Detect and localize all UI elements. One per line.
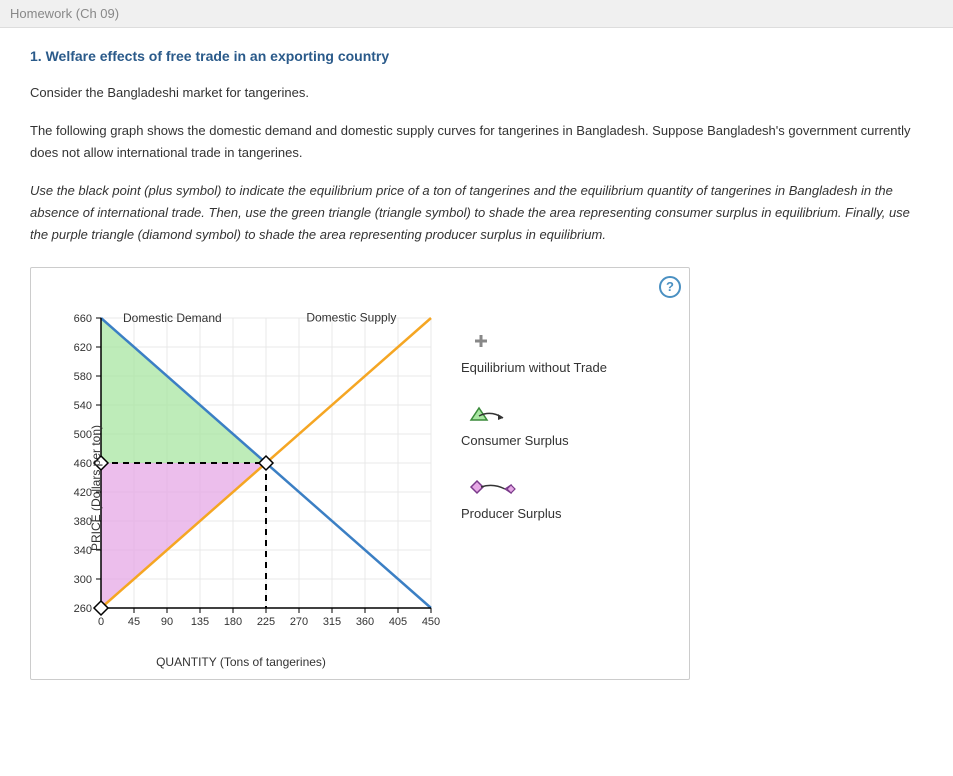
svg-text:Domestic Supply: Domestic Supply — [306, 310, 396, 324]
legend-equilibrium[interactable]: Equilibrium without Trade — [461, 328, 607, 375]
help-button[interactable]: ? — [659, 276, 681, 298]
instructions: Use the black point (plus symbol) to ind… — [30, 180, 923, 246]
svg-text:405: 405 — [389, 616, 407, 628]
svg-text:580: 580 — [74, 371, 92, 383]
content: 1. Welfare effects of free trade in an e… — [0, 28, 953, 700]
svg-text:Domestic Demand: Domestic Demand — [123, 311, 222, 325]
question-title: 1. Welfare effects of free trade in an e… — [30, 48, 923, 64]
legend-eq-label: Equilibrium without Trade — [461, 360, 607, 375]
legend-cs-label: Consumer Surplus — [461, 433, 607, 448]
svg-text:135: 135 — [191, 616, 209, 628]
legend-ps-label: Producer Surplus — [461, 506, 607, 521]
legend: Equilibrium without Trade Consumer Surpl… — [461, 308, 607, 547]
svg-text:180: 180 — [224, 616, 242, 628]
help-icon: ? — [666, 279, 674, 294]
chart-wrap: PRICE (Dollars per ton) 0 45 90 135 180 225 27… — [41, 308, 441, 669]
tab-title: Homework (Ch 09) — [10, 6, 119, 21]
legend-producer-surplus[interactable]: Producer Surplus — [461, 474, 607, 521]
x-axis-label: QUANTITY (Tons of tangerines) — [41, 655, 441, 669]
svg-text:0: 0 — [98, 616, 104, 628]
svg-text:315: 315 — [323, 616, 341, 628]
svg-text:660: 660 — [74, 313, 92, 325]
y-axis-label: PRICE (Dollars per ton) — [89, 425, 103, 551]
svg-text:225: 225 — [257, 616, 275, 628]
graph-panel: ? PRICE (Dollars per ton) 0 45 90 135 180 225… — [30, 267, 690, 680]
triangle-icon — [461, 401, 607, 427]
svg-text:90: 90 — [161, 616, 173, 628]
intro-para-1: Consider the Bangladeshi market for tang… — [30, 82, 923, 104]
svg-text:260: 260 — [74, 603, 92, 615]
plus-icon — [461, 328, 607, 354]
tab-header: Homework (Ch 09) — [0, 0, 953, 28]
svg-text:450: 450 — [422, 616, 440, 628]
svg-text:45: 45 — [128, 616, 140, 628]
svg-text:270: 270 — [290, 616, 308, 628]
graph-row: PRICE (Dollars per ton) 0 45 90 135 180 225 27… — [41, 308, 679, 669]
svg-text:360: 360 — [356, 616, 374, 628]
svg-text:540: 540 — [74, 400, 92, 412]
legend-consumer-surplus[interactable]: Consumer Surplus — [461, 401, 607, 448]
svg-text:300: 300 — [74, 574, 92, 586]
diamond-icon — [461, 474, 607, 500]
svg-text:620: 620 — [74, 342, 92, 354]
intro-para-2: The following graph shows the domestic d… — [30, 120, 923, 164]
